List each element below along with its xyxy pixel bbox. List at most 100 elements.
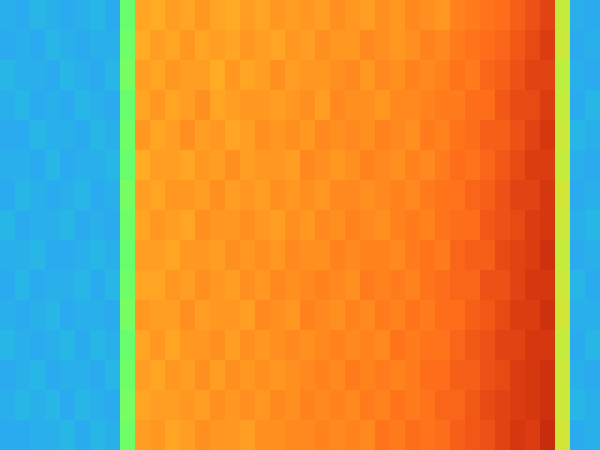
- heat-cell: [285, 30, 301, 61]
- heat-cell: [285, 150, 301, 181]
- heat-cell: [0, 390, 16, 421]
- heat-cell: [405, 0, 421, 31]
- heat-cell: [15, 120, 31, 151]
- heat-cell: [285, 120, 301, 151]
- heat-cell: [315, 120, 331, 151]
- heat-cell: [240, 390, 256, 421]
- heat-cell: [315, 270, 331, 301]
- heat-cell: [135, 300, 151, 331]
- heat-cell: [120, 300, 136, 331]
- heat-cell: [165, 420, 181, 450]
- heat-cell: [90, 270, 106, 301]
- heat-cell: [480, 150, 496, 181]
- heat-cell: [150, 300, 166, 331]
- heat-cell: [540, 270, 556, 301]
- heat-cell: [60, 360, 76, 391]
- heat-cell: [450, 330, 466, 361]
- heat-cell: [165, 210, 181, 241]
- heat-cell: [360, 360, 376, 391]
- heat-cell: [510, 330, 526, 361]
- heat-cell: [465, 360, 481, 391]
- heat-cell: [30, 60, 46, 91]
- heat-cell: [360, 30, 376, 61]
- heat-cell: [405, 30, 421, 61]
- heat-cell: [330, 0, 346, 31]
- heat-cell: [120, 360, 136, 391]
- heat-cell: [510, 300, 526, 331]
- heat-cell: [420, 30, 436, 61]
- heat-cell: [60, 300, 76, 331]
- heat-cell: [225, 120, 241, 151]
- heat-cell: [90, 90, 106, 121]
- heat-cell: [540, 120, 556, 151]
- heat-cell: [315, 150, 331, 181]
- heat-cell: [45, 120, 61, 151]
- heat-cell: [300, 300, 316, 331]
- heat-cell: [90, 0, 106, 31]
- heat-cell: [420, 270, 436, 301]
- heat-cell: [360, 240, 376, 271]
- heat-cell: [30, 360, 46, 391]
- heat-cell: [75, 390, 91, 421]
- heat-cell: [120, 330, 136, 361]
- heat-cell: [120, 90, 136, 121]
- heat-cell: [90, 210, 106, 241]
- heat-cell: [210, 150, 226, 181]
- heat-cell: [210, 420, 226, 450]
- heat-cell: [195, 300, 211, 331]
- heat-cell: [420, 150, 436, 181]
- heat-cell: [570, 390, 586, 421]
- heat-cell: [525, 150, 541, 181]
- heat-cell: [360, 0, 376, 31]
- heat-cell: [75, 360, 91, 391]
- heat-cell: [0, 180, 16, 211]
- heat-cell: [495, 90, 511, 121]
- heat-cell: [255, 330, 271, 361]
- heat-cell: [120, 210, 136, 241]
- heat-cell: [585, 0, 600, 31]
- heat-cell: [60, 180, 76, 211]
- heat-cell: [0, 120, 16, 151]
- heat-cell: [435, 180, 451, 211]
- heat-cell: [345, 360, 361, 391]
- heat-cell: [15, 60, 31, 91]
- heat-cell: [240, 360, 256, 391]
- heat-cell: [300, 120, 316, 151]
- heat-cell: [120, 180, 136, 211]
- heat-cell: [120, 0, 136, 31]
- heat-cell: [465, 180, 481, 211]
- heat-cell: [375, 210, 391, 241]
- heat-cell: [405, 330, 421, 361]
- heat-cell: [30, 420, 46, 450]
- heat-cell: [390, 420, 406, 450]
- heat-cell: [90, 240, 106, 271]
- heat-cell: [105, 270, 121, 301]
- heat-cell: [570, 120, 586, 151]
- heat-cell: [120, 150, 136, 181]
- heat-cell: [390, 210, 406, 241]
- heat-cell: [510, 180, 526, 211]
- heat-cell: [540, 150, 556, 181]
- heat-cell: [525, 270, 541, 301]
- heat-cell: [525, 330, 541, 361]
- heat-cell: [75, 60, 91, 91]
- heat-cell: [75, 90, 91, 121]
- heat-cell: [300, 90, 316, 121]
- heat-cell: [120, 30, 136, 61]
- heat-cell: [60, 240, 76, 271]
- heat-cell: [75, 300, 91, 331]
- heat-cell: [255, 60, 271, 91]
- heat-cell: [165, 30, 181, 61]
- heat-cell: [510, 210, 526, 241]
- heat-cell: [480, 240, 496, 271]
- heat-cell: [435, 60, 451, 91]
- heat-cell: [15, 270, 31, 301]
- heat-cell: [135, 0, 151, 31]
- heat-cell: [195, 150, 211, 181]
- heat-cell: [345, 60, 361, 91]
- heat-cell: [570, 360, 586, 391]
- heat-cell: [585, 270, 600, 301]
- heat-cell: [105, 30, 121, 61]
- heat-cell: [315, 360, 331, 391]
- heat-cell: [45, 0, 61, 31]
